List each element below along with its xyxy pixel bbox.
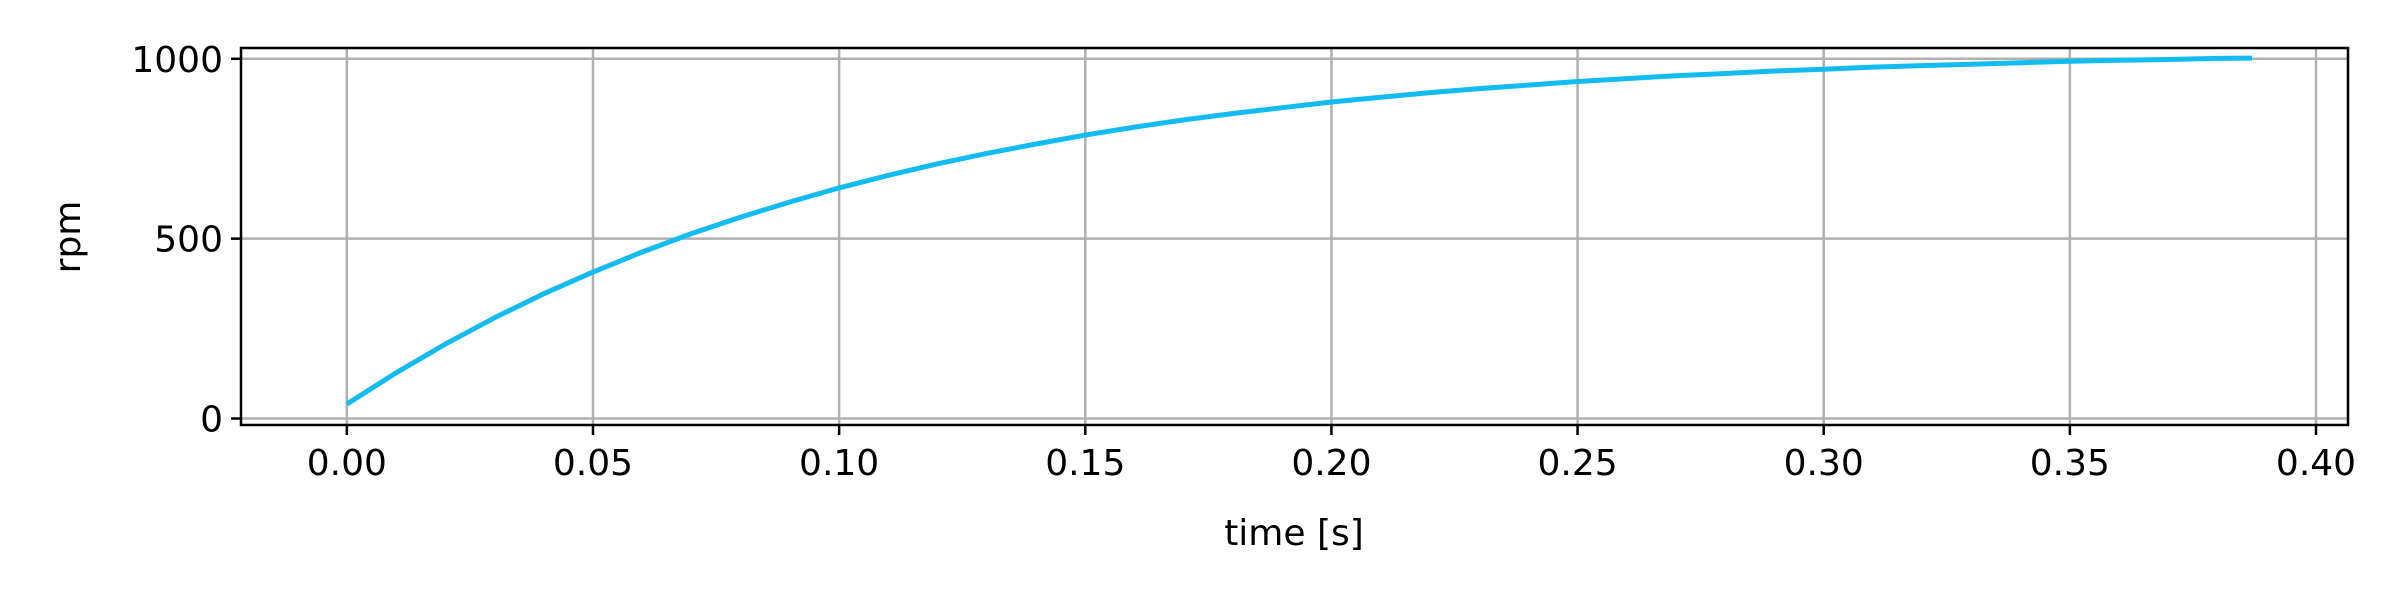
x-tick-label: 0.05 [553, 443, 633, 484]
x-tick-label: 0.35 [2030, 443, 2110, 484]
y-axis-label: rpm [48, 201, 89, 274]
ticks: 0.00 0.05 0.10 0.15 0.20 0.25 0.30 0.35 0.40 0 500… [131, 40, 2356, 484]
y-tick-label: 0 [200, 400, 223, 441]
y-tick-label: 1000 [131, 40, 223, 81]
y-tick-label: 500 [154, 220, 223, 261]
x-tick-label: 0.40 [2276, 443, 2356, 484]
plot-frame [239, 46, 2350, 427]
series-layer [345, 55, 2253, 407]
x-tick-label: 0.00 [307, 443, 387, 484]
x-axis-label: time [s] [1224, 513, 1364, 554]
x-tick-label: 0.15 [1045, 443, 1125, 484]
x-tick-label: 0.30 [1784, 443, 1864, 484]
x-tick-label: 0.20 [1291, 443, 1371, 484]
x-tick-label: 0.25 [1537, 443, 1617, 484]
grid [241, 48, 2348, 425]
series-line [345, 55, 2253, 407]
x-tick-label: 0.10 [799, 443, 879, 484]
